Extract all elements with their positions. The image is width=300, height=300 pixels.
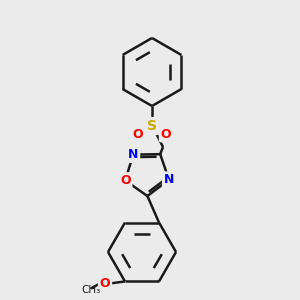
Text: N: N bbox=[128, 148, 138, 161]
Text: O: O bbox=[120, 174, 130, 187]
Text: N: N bbox=[164, 173, 174, 186]
Text: O: O bbox=[133, 128, 143, 140]
Text: O: O bbox=[161, 128, 171, 140]
Text: S: S bbox=[147, 119, 157, 133]
Text: O: O bbox=[100, 277, 110, 290]
Text: CH₃: CH₃ bbox=[81, 285, 101, 296]
